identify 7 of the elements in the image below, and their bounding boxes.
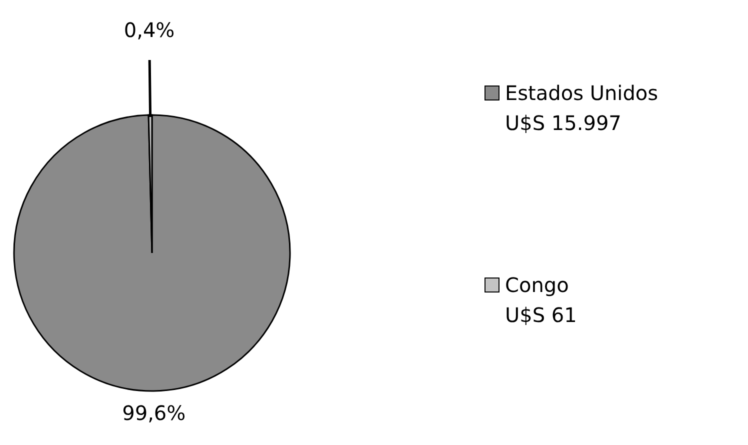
- legend-label: Estados Unidos: [505, 81, 658, 105]
- data-label: 99,6%: [122, 401, 186, 426]
- text: U$S 61: [505, 303, 577, 327]
- pie-slice: [13, 114, 291, 392]
- legend-label: Congo: [505, 273, 569, 297]
- data-label: 0,4%: [124, 18, 175, 42]
- text: U$S 15.997: [505, 111, 622, 135]
